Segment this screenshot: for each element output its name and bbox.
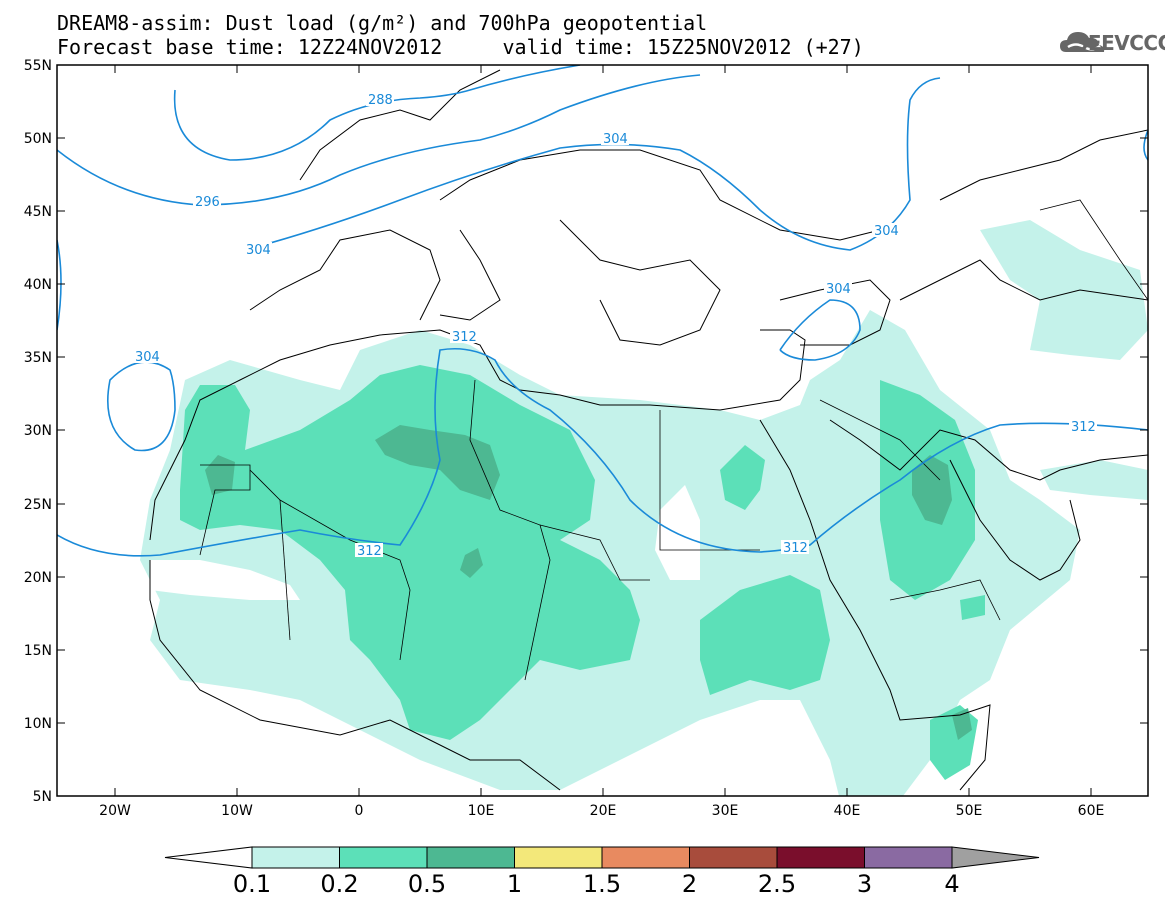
colorbar-over-arrow xyxy=(951,846,1040,869)
lon-label: 10W xyxy=(221,803,253,819)
lat-label: 15N xyxy=(24,643,52,659)
contour-label-312-d: 312 xyxy=(1071,420,1096,435)
lon-label: 20W xyxy=(99,803,131,819)
lat-label: 10N xyxy=(24,716,52,732)
logo-text: SEEVCCC xyxy=(1074,31,1165,55)
colorbar-label: 0.2 xyxy=(320,870,359,898)
lon-label: 60E xyxy=(1078,803,1105,819)
colorbar-segment xyxy=(776,846,865,869)
cloud-logo-icon xyxy=(1060,32,1105,52)
contour-label-312-c: 312 xyxy=(783,541,808,556)
colorbar-segment xyxy=(514,846,603,869)
lat-label: 25N xyxy=(24,497,52,513)
contour-label-312-a: 312 xyxy=(452,330,477,345)
lat-label: 30N xyxy=(24,423,52,439)
contour-label-304-a: 304 xyxy=(246,243,271,258)
lat-axis xyxy=(57,64,1148,724)
lon-axis xyxy=(114,65,1092,796)
colorbar-label: 1.5 xyxy=(582,870,622,898)
lon-label: 20E xyxy=(590,803,617,819)
colorbar-label: 1 xyxy=(506,870,523,898)
colorbar-label: 3 xyxy=(856,870,873,898)
contour-label-304-e: 304 xyxy=(135,350,160,365)
contour-labels: 288 296 304 304 304 304 304 312 312 312 … xyxy=(133,92,1097,559)
contour-label-288: 288 xyxy=(368,93,393,108)
colorbar-segment xyxy=(864,846,953,869)
colorbar-label: 2 xyxy=(681,870,698,898)
colorbar-label: 0.1 xyxy=(232,870,272,898)
contour-label-304-b: 304 xyxy=(603,132,628,147)
lon-label: 0 xyxy=(355,803,364,819)
colorbar-segment xyxy=(426,846,515,869)
colorbar-segment xyxy=(601,846,690,869)
colorbar-label: 0.5 xyxy=(407,870,447,898)
lon-label: 30E xyxy=(712,803,739,819)
lat-label: 20N xyxy=(24,570,52,586)
lon-label: 40E xyxy=(834,803,861,819)
contour-label-312-b: 312 xyxy=(357,544,382,559)
colorbar xyxy=(164,846,1040,869)
colorbar-label: 2.5 xyxy=(757,870,797,898)
colorbar-segment xyxy=(339,846,428,869)
lon-label: 50E xyxy=(956,803,983,819)
contour-label-304-c: 304 xyxy=(874,224,899,239)
coastlines xyxy=(149,69,1148,791)
lat-label: 35N xyxy=(24,350,52,366)
colorbar-under-arrow xyxy=(164,846,253,869)
map-title-line1: DREAM8-assim: Dust load (g/m²) and 700hP… xyxy=(57,11,708,35)
geopotential-contours xyxy=(57,65,1148,557)
contour-label-296: 296 xyxy=(195,195,220,210)
colorbar-segment xyxy=(689,846,778,869)
lat-label: 50N xyxy=(24,131,52,147)
colorbar-label: 4 xyxy=(944,870,960,898)
lat-label: 55N xyxy=(24,58,52,74)
lat-label: 45N xyxy=(24,204,52,220)
lat-label: 40N xyxy=(24,277,52,293)
lon-label: 10E xyxy=(468,803,495,819)
map-title-line2: Forecast base time: 12Z24NOV2012 valid t… xyxy=(57,35,864,59)
lat-label: 5N xyxy=(33,789,52,805)
contour-label-304-d: 304 xyxy=(826,282,851,297)
colorbar-segment xyxy=(251,846,340,869)
